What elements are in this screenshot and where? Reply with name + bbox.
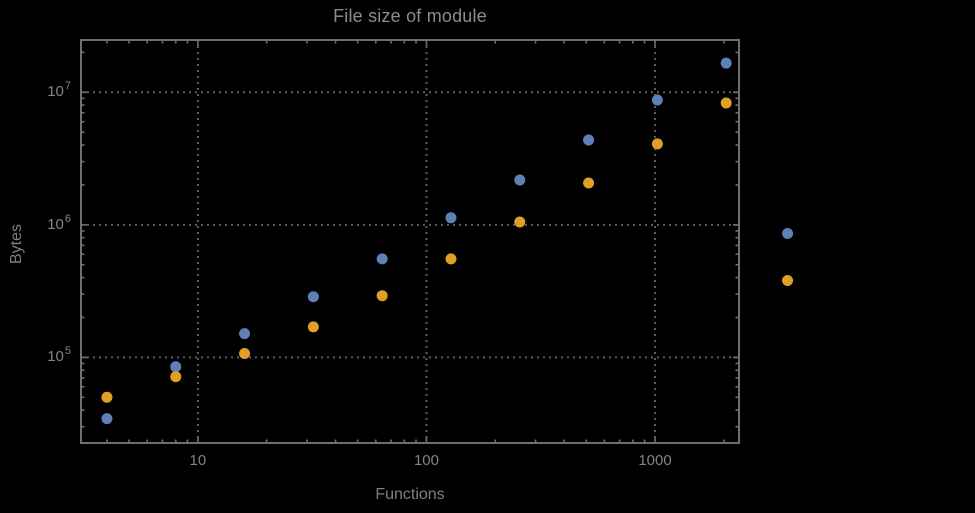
plot-title: File size of module [333, 6, 487, 26]
data-point-series-1 [376, 253, 388, 265]
data-point-series-1 [170, 361, 182, 373]
x-tick-label: 10 [189, 452, 207, 469]
data-point-series-2 [720, 97, 732, 109]
unlabeled-marker-series-1 [782, 228, 794, 240]
series-1 [101, 57, 732, 425]
series-2 [101, 97, 732, 403]
data-point-series-2 [376, 290, 388, 302]
data-point-series-2 [445, 253, 457, 265]
data-point-series-2 [170, 371, 182, 383]
data-point-series-1 [651, 94, 663, 106]
data-point-series-2 [307, 321, 319, 333]
x-tick-label: 1000 [638, 452, 672, 469]
y-tick-label: 105 [47, 345, 71, 366]
data-point-series-2 [101, 391, 113, 403]
data-point-series-2 [239, 347, 251, 359]
data-point-series-1 [720, 57, 732, 69]
data-point-series-1 [239, 328, 251, 340]
data-point-series-1 [101, 413, 113, 425]
x-axis-label: Functions [375, 486, 445, 503]
y-tick-label: 106 [47, 212, 71, 233]
data-point-series-1 [514, 174, 526, 186]
data-point-series-2 [651, 138, 663, 150]
data-point-series-2 [514, 216, 526, 228]
x-tick-label: 100 [413, 452, 439, 469]
unlabeled-marker-series-2 [782, 275, 794, 287]
data-point-series-1 [583, 134, 595, 146]
y-tick-label: 107 [47, 80, 71, 101]
plot-frame [80, 39, 740, 444]
data-point-series-1 [307, 291, 319, 303]
tick-marks [81, 40, 739, 443]
data-point-series-1 [445, 212, 457, 224]
gridlines [81, 40, 739, 443]
data-point-series-2 [583, 177, 595, 189]
